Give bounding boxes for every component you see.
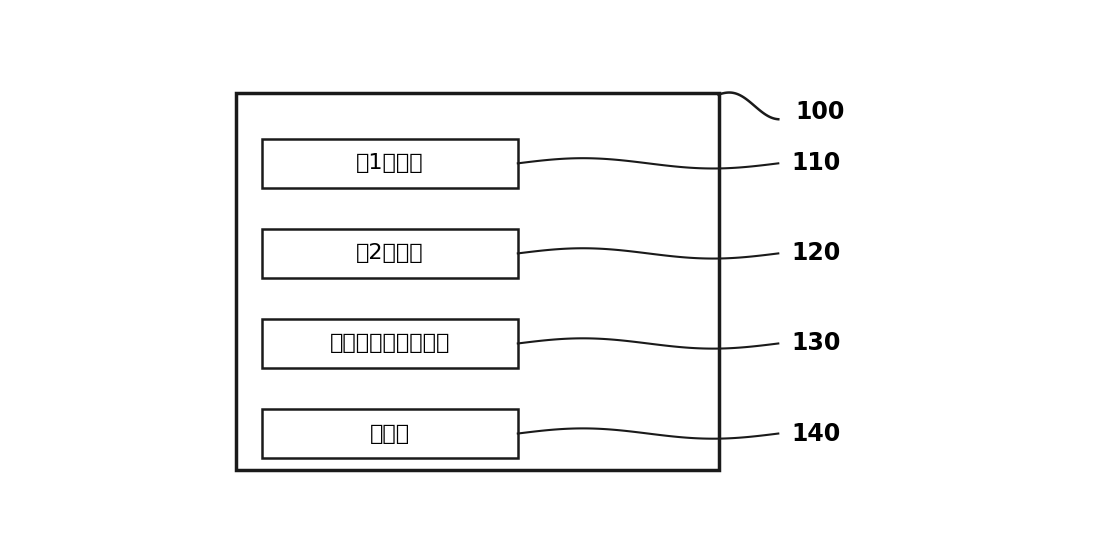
Bar xyxy=(236,92,719,470)
Text: 140: 140 xyxy=(791,422,841,446)
Text: 130: 130 xyxy=(791,331,841,355)
Bar xyxy=(261,139,518,188)
Text: 第1指示部: 第1指示部 xyxy=(356,153,423,173)
Text: 120: 120 xyxy=(791,241,841,265)
Bar xyxy=(261,319,518,368)
Text: 100: 100 xyxy=(796,100,845,124)
Bar xyxy=(261,409,518,458)
Bar xyxy=(261,229,518,278)
Text: ネットワーク構成部: ネットワーク構成部 xyxy=(329,334,450,354)
Text: 110: 110 xyxy=(791,152,841,175)
Text: 送信部: 送信部 xyxy=(369,423,410,443)
Text: 第2指示部: 第2指示部 xyxy=(356,243,423,263)
